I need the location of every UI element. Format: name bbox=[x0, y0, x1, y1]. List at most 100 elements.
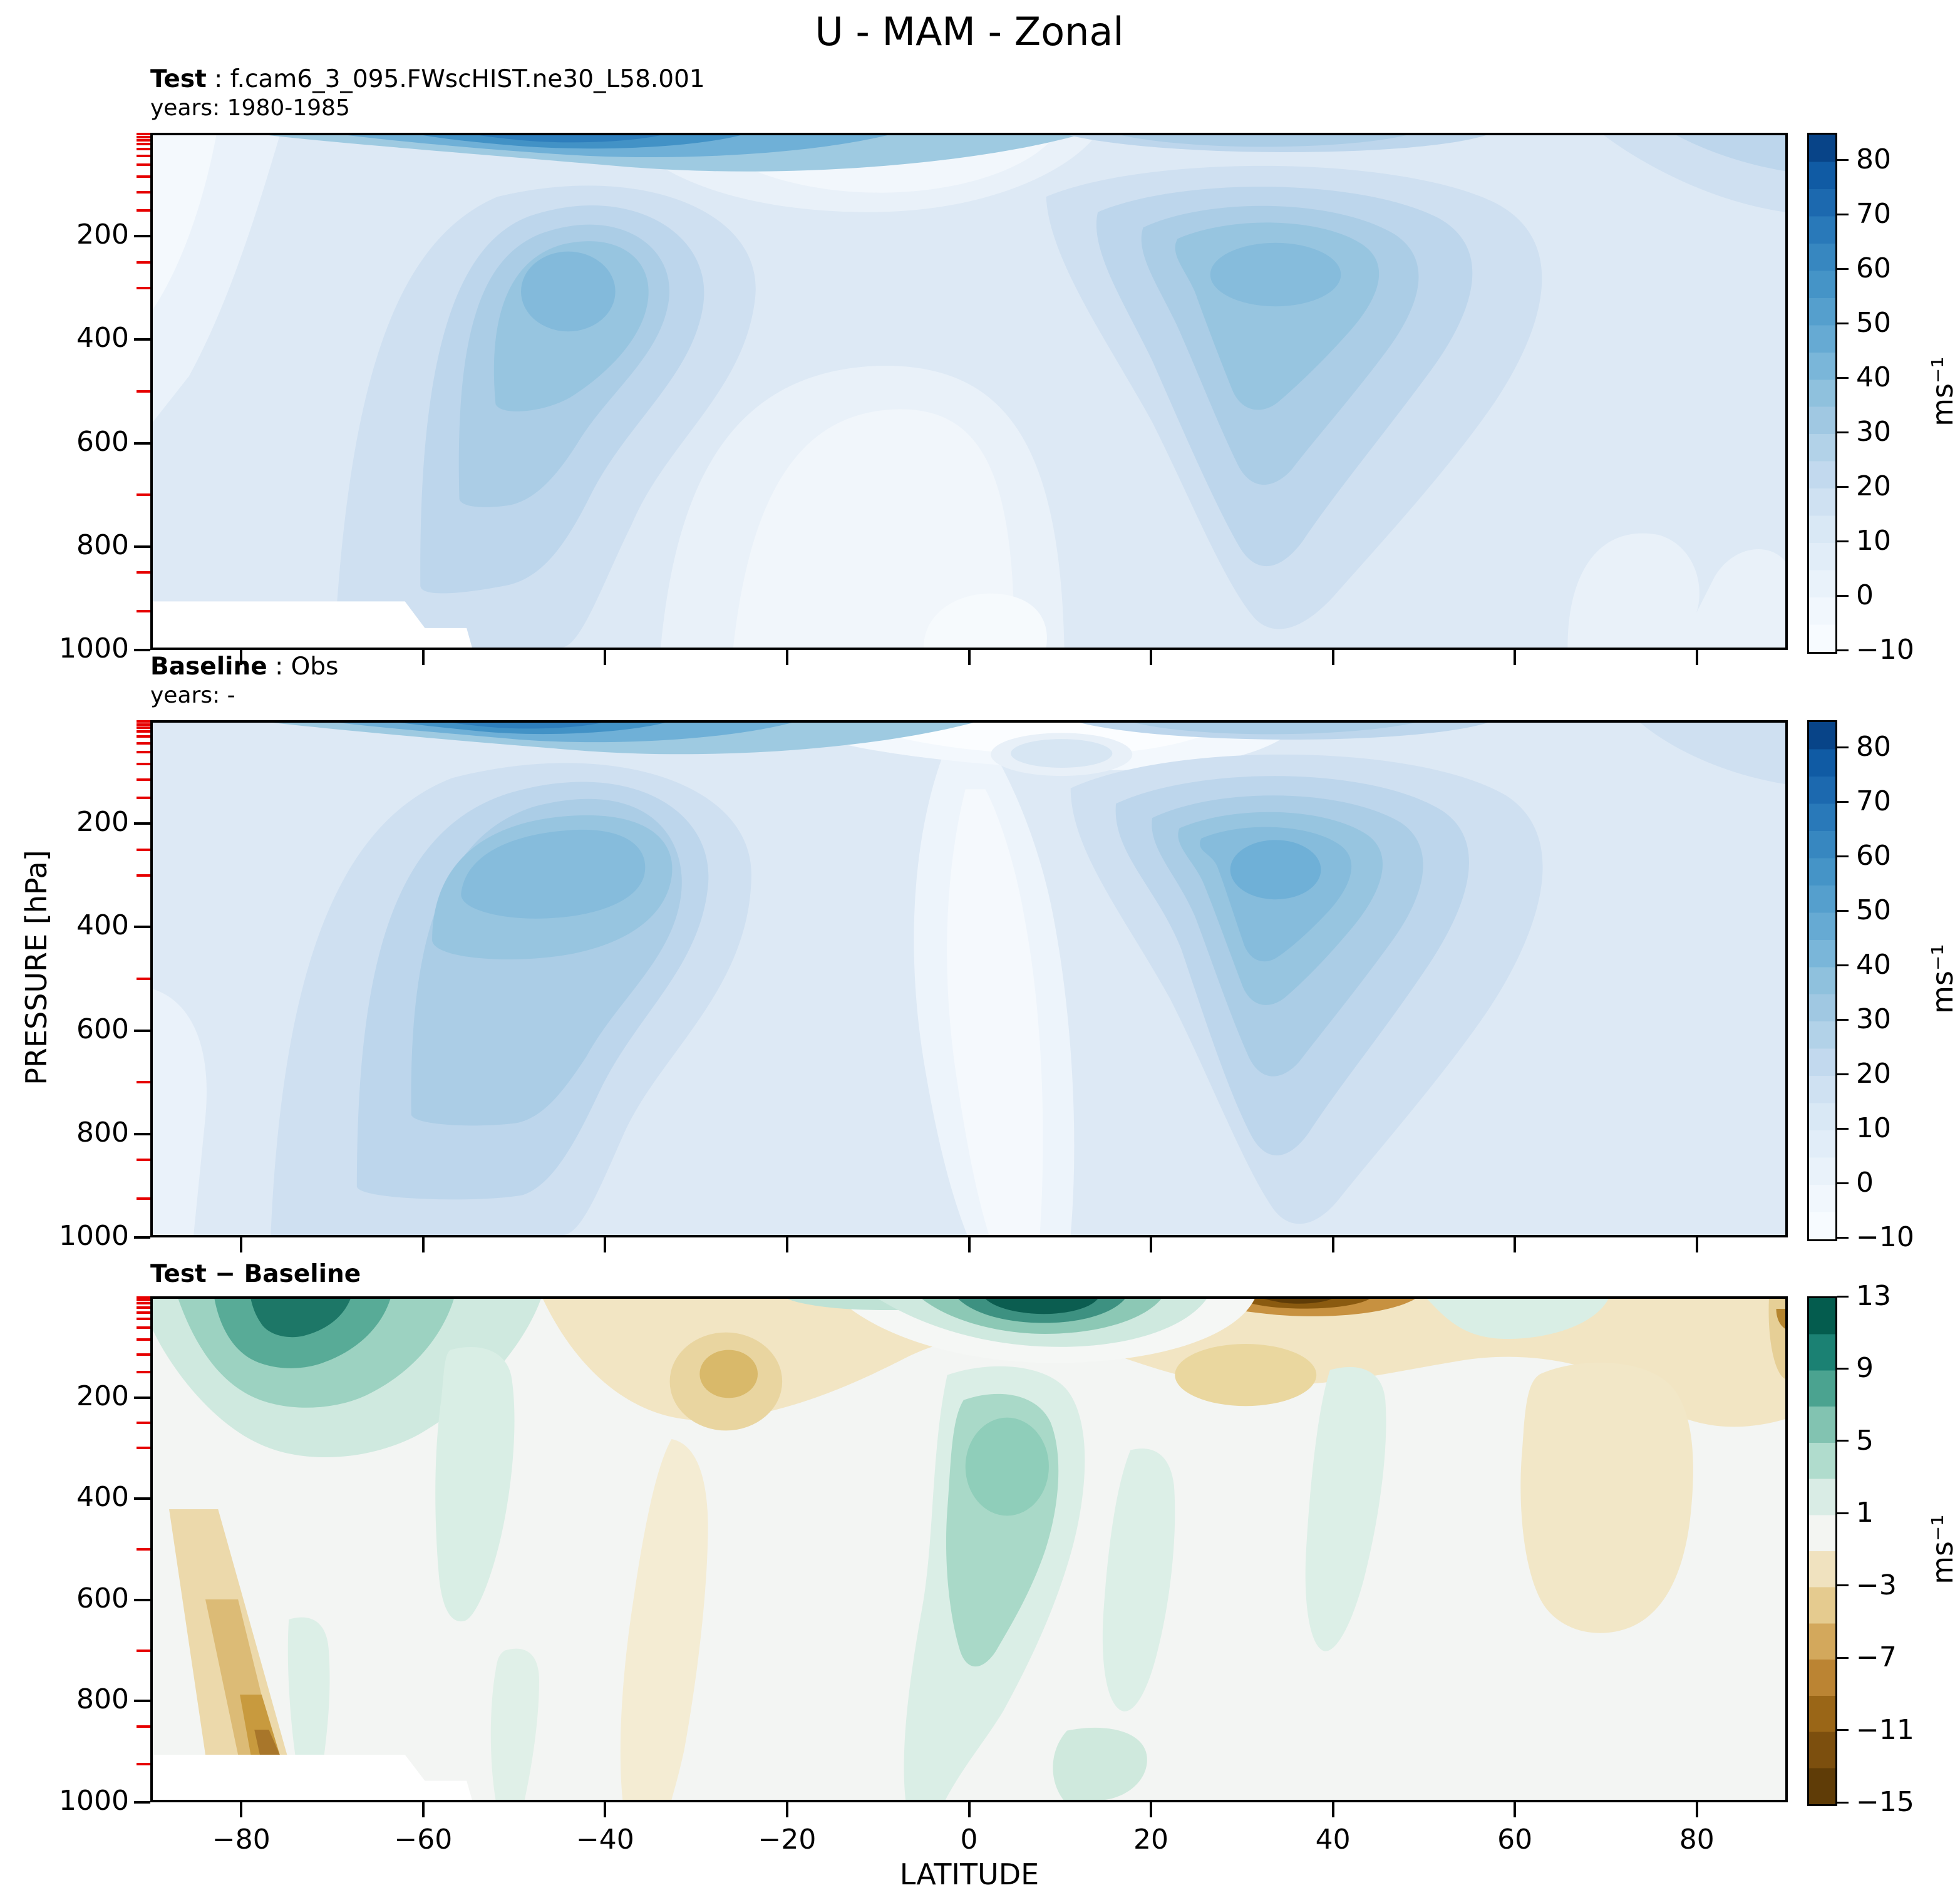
latitude-tick bbox=[1150, 1237, 1153, 1252]
latitude-tick bbox=[1331, 1802, 1334, 1817]
pressure-tick-label: 600 bbox=[76, 1582, 129, 1614]
pressure-tick-label: 400 bbox=[76, 1481, 129, 1514]
latitude-tick bbox=[1150, 650, 1153, 665]
colorbar-tick-label: −11 bbox=[1856, 1713, 1914, 1746]
colorbar-tick bbox=[1837, 1073, 1849, 1075]
latitude-tick bbox=[1331, 1237, 1334, 1252]
latitude-tick-label: 40 bbox=[1315, 1824, 1351, 1856]
colorbar-tick bbox=[1837, 964, 1849, 966]
contour-plot-difference bbox=[150, 1296, 1788, 1802]
pressure-tick-label: 200 bbox=[76, 806, 129, 839]
pressure-major-tick bbox=[134, 1236, 150, 1239]
model-level-tick bbox=[137, 1422, 150, 1424]
model-level-tick bbox=[137, 796, 150, 799]
latitude-tick bbox=[967, 1237, 971, 1252]
pressure-major-tick bbox=[134, 822, 150, 825]
model-level-tick bbox=[137, 286, 150, 289]
panel-header-baseline: Baseline : Obs bbox=[150, 653, 339, 681]
colorbar-tick-label: 60 bbox=[1856, 252, 1891, 285]
colorbar-tick-label: 20 bbox=[1856, 1058, 1891, 1090]
pressure-tick-label: 400 bbox=[76, 909, 129, 942]
colorbar-tick bbox=[1837, 800, 1849, 803]
colorbar-tick bbox=[1837, 485, 1849, 488]
pressure-major-tick bbox=[134, 1801, 150, 1804]
pressure-tick-label: 1000 bbox=[59, 1220, 129, 1252]
pressure-major-tick bbox=[134, 441, 150, 445]
colorbar-tick bbox=[1837, 1656, 1849, 1659]
colorbar-tick bbox=[1837, 855, 1849, 857]
colorbar-tick-label: 10 bbox=[1856, 525, 1891, 557]
colorbar-tick-label: 10 bbox=[1856, 1112, 1891, 1145]
colorbar-tick bbox=[1837, 322, 1849, 324]
colorbar-unit-label: ms⁻¹ bbox=[1926, 356, 1959, 426]
model-level-tick bbox=[137, 1371, 150, 1374]
colorbar-tick bbox=[1837, 909, 1849, 912]
contour-plot-baseline bbox=[150, 720, 1788, 1237]
colorbar-tick bbox=[1837, 1367, 1849, 1370]
model-level-tick bbox=[137, 1338, 150, 1341]
pressure-tick-label: 600 bbox=[76, 425, 129, 458]
colorbar-tick-label: 40 bbox=[1856, 949, 1891, 981]
model-level-tick bbox=[137, 1447, 150, 1450]
colorbar-tick-label: −7 bbox=[1856, 1641, 1897, 1674]
model-level-tick bbox=[137, 1763, 150, 1766]
latitude-tick bbox=[421, 1237, 425, 1252]
colorbar-tick-label: 30 bbox=[1856, 1003, 1891, 1036]
colorbar-tick-label: 80 bbox=[1856, 731, 1891, 763]
latitude-tick bbox=[967, 1802, 971, 1817]
latitude-tick bbox=[1695, 1802, 1698, 1817]
colorbar-tick-label: 50 bbox=[1856, 894, 1891, 927]
latitude-tick bbox=[785, 1237, 788, 1252]
model-level-tick bbox=[137, 493, 150, 497]
colorbar-tick-label: 5 bbox=[1856, 1424, 1874, 1457]
model-level-tick bbox=[137, 138, 150, 142]
model-level-tick bbox=[137, 1548, 150, 1551]
model-level-tick bbox=[137, 133, 150, 136]
pressure-tick-label: 1000 bbox=[59, 632, 129, 664]
pressure-tick-label: 1000 bbox=[59, 1785, 129, 1817]
latitude-tick bbox=[785, 1802, 788, 1817]
model-level-tick bbox=[137, 1353, 150, 1356]
pressure-major-tick bbox=[134, 926, 150, 929]
latitude-tick bbox=[240, 1802, 243, 1817]
colorbar-tick bbox=[1837, 1729, 1849, 1732]
colorbar-tick bbox=[1837, 1127, 1849, 1130]
colorbar-tick-label: −3 bbox=[1856, 1569, 1897, 1601]
colorbar-tick bbox=[1837, 431, 1849, 433]
colorbar-tick-label: −10 bbox=[1856, 634, 1914, 666]
latitude-tick bbox=[1514, 650, 1517, 665]
colorbar-tick bbox=[1837, 1801, 1849, 1804]
colorbar-tick bbox=[1837, 1584, 1849, 1587]
colorbar-tick-label: −10 bbox=[1856, 1221, 1914, 1253]
model-level-tick bbox=[137, 763, 150, 766]
model-level-tick bbox=[137, 978, 150, 980]
x-axis-label: LATITUDE bbox=[899, 1857, 1039, 1891]
model-level-tick bbox=[137, 143, 150, 146]
pressure-tick-label: 600 bbox=[76, 1013, 129, 1045]
latitude-tick bbox=[1514, 1802, 1517, 1817]
colorbar-tick bbox=[1837, 267, 1849, 270]
pressure-major-tick bbox=[134, 649, 150, 651]
pressure-tick-label: 800 bbox=[76, 1116, 129, 1149]
colorbar-tick bbox=[1837, 376, 1849, 379]
model-level-tick bbox=[137, 723, 150, 726]
y-axis-label: PRESSURE [hPa] bbox=[19, 850, 53, 1085]
colorbar-tick-label: 20 bbox=[1856, 470, 1891, 503]
pressure-tick-label: 200 bbox=[76, 219, 129, 251]
latitude-tick bbox=[785, 650, 788, 665]
latitude-tick bbox=[967, 650, 971, 665]
colorbar-tick-label: 80 bbox=[1856, 143, 1891, 176]
model-level-tick bbox=[137, 730, 150, 733]
panel-header-baseline-bold: Baseline bbox=[150, 653, 267, 681]
pressure-tick-label: 800 bbox=[76, 1683, 129, 1716]
colorbar-tick-label: 1 bbox=[1856, 1497, 1874, 1529]
colorbar-test bbox=[1807, 133, 1837, 654]
pressure-major-tick bbox=[134, 338, 150, 341]
model-level-tick bbox=[137, 1649, 150, 1652]
colorbar-tick-label: 40 bbox=[1856, 361, 1891, 394]
colorbar-tick bbox=[1837, 1182, 1849, 1184]
model-level-tick bbox=[137, 1306, 150, 1309]
panel-header-test-bold: Test bbox=[150, 65, 207, 93]
colorbar-baseline bbox=[1807, 720, 1837, 1241]
